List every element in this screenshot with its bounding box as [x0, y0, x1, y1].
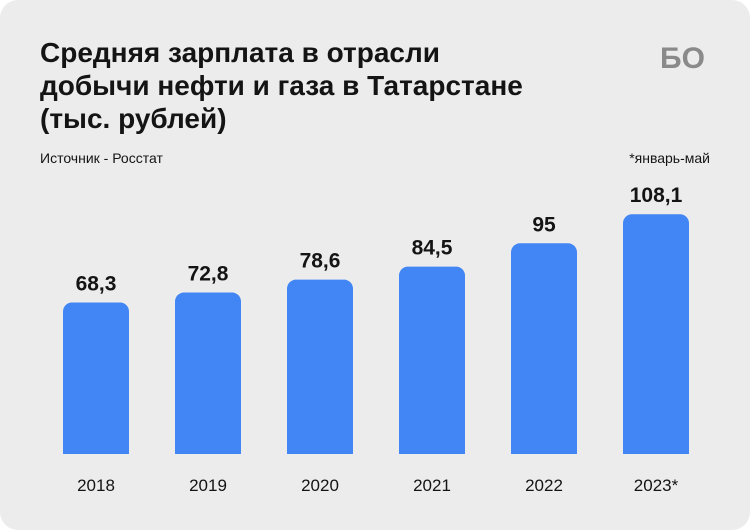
- value-label: 78,6: [300, 250, 341, 273]
- bar-base-mask: [622, 454, 690, 465]
- bar-2022: [511, 243, 577, 463]
- bar-base-mask: [62, 454, 130, 465]
- title-line-2: добычи нефти и газа в Татарстане: [40, 70, 523, 101]
- bar-2021: [399, 266, 465, 463]
- title-line-1: Средняя зарплата в отрасли: [40, 37, 440, 68]
- category-label: 2018: [77, 476, 115, 495]
- category-label: 2021: [413, 476, 451, 495]
- value-label: 68,3: [76, 272, 117, 295]
- category-label: 2020: [301, 476, 339, 495]
- logo-icon: БО: [660, 42, 705, 72]
- bar-2023*: [623, 214, 689, 463]
- category-label: 2023*: [634, 476, 679, 495]
- bar-2019: [175, 292, 241, 463]
- bar-base-mask: [398, 454, 466, 465]
- source-note: Источник - Росстат: [40, 150, 163, 166]
- bar-2020: [287, 279, 353, 463]
- bar-2018: [63, 302, 129, 463]
- chart-title: Средняя зарплата в отрасли добычи нефти …: [40, 36, 640, 135]
- period-note: *январь-май: [629, 150, 710, 166]
- category-label: 2019: [189, 476, 227, 495]
- title-line-3: (тыс. рублей): [40, 103, 227, 134]
- bar-base-mask: [174, 454, 242, 465]
- value-label: 84,5: [412, 237, 453, 260]
- bar-base-mask: [286, 454, 354, 465]
- value-label: 108,1: [630, 184, 683, 207]
- bar-base-mask: [510, 454, 578, 465]
- value-label: 72,8: [188, 263, 229, 286]
- logo-text: БО: [660, 42, 705, 72]
- value-label: 95: [532, 213, 556, 236]
- category-label: 2022: [525, 476, 563, 495]
